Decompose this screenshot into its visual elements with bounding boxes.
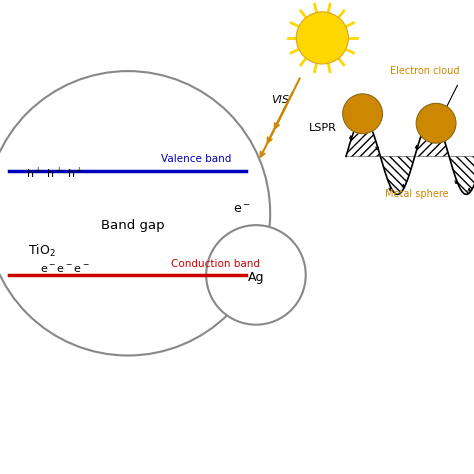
Circle shape [343, 94, 383, 134]
Text: Electron cloud: Electron cloud [390, 66, 460, 76]
Text: Valence band: Valence band [161, 155, 231, 164]
Text: e$^-$e$^-$e$^-$: e$^-$e$^-$e$^-$ [40, 264, 90, 275]
Text: TiO$_2$: TiO$_2$ [28, 243, 56, 259]
Text: LSPR: LSPR [309, 123, 336, 133]
Text: Ag: Ag [248, 271, 264, 284]
Text: Conduction band: Conduction band [171, 259, 260, 269]
Circle shape [296, 12, 348, 64]
Text: e$^-$: e$^-$ [233, 203, 251, 216]
Text: h$^+$ h$^+$ h$^+$: h$^+$ h$^+$ h$^+$ [26, 166, 83, 181]
Circle shape [416, 103, 456, 143]
Circle shape [206, 225, 306, 325]
Text: Metal sphere: Metal sphere [385, 189, 449, 200]
Text: VIS: VIS [271, 94, 289, 105]
Text: Band gap: Band gap [101, 219, 164, 232]
